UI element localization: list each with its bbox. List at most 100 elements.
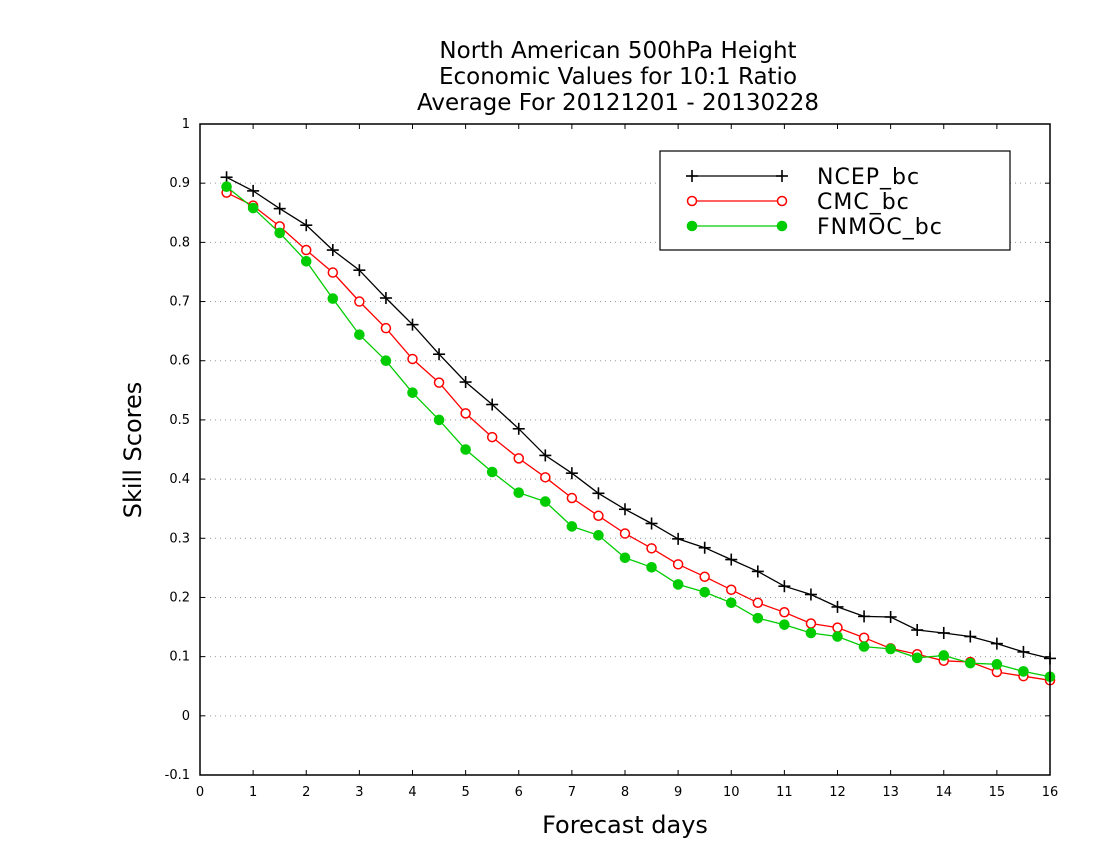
y-axis-label: Skill Scores [119,382,147,519]
data-point [725,553,738,566]
data-point [858,641,870,652]
data-point [512,422,525,435]
data-point [991,659,1003,670]
y-tick-label: 0.4 [169,472,190,487]
grid-lines [200,182,1050,717]
series-FNMOC_bc [221,181,1056,683]
axis-ticks: -0.100.10.20.30.40.50.60.70.80.910 1 2 3 4 5 6… [165,117,1059,800]
x-tick-label: 1 [249,785,257,800]
legend-label: FNMOC_bc [817,215,943,240]
legend-label: CMC_bc [817,190,910,215]
data-point [327,267,339,278]
data-point [221,181,232,193]
data-point [486,398,499,411]
data-point [858,632,870,643]
data-point [300,219,313,232]
y-tick-label: 0.1 [169,650,190,665]
data-point [672,579,684,590]
data-point [646,561,657,573]
chart-title-line: Economic Values for 10:1 Ratio [439,64,797,90]
data-point [619,552,631,564]
data-point [884,610,897,623]
data-point [832,631,843,642]
y-tick-label: 0.5 [169,413,190,428]
data-point [779,619,790,630]
y-tick-label: 0.2 [169,590,190,605]
data-point [540,472,551,483]
data-point [885,643,896,655]
data-point [645,517,658,530]
data-point [726,584,737,596]
data-point [513,453,524,464]
series-CMC_bc [221,187,1056,686]
y-tick-label: 0.7 [169,295,190,310]
data-point [433,414,445,426]
data-point [1017,645,1030,658]
legend-entry: NCEP_bc [686,165,920,190]
data-point [565,467,578,480]
x-tick-label: 11 [776,785,793,800]
data-point [566,521,578,532]
data-point [301,244,312,256]
data-point [273,202,286,215]
data-point [725,597,737,609]
data-point [247,184,260,197]
data-point [938,650,950,661]
series-line [226,176,1051,660]
data-point [539,449,552,462]
x-tick-label: 14 [935,785,952,800]
data-point [831,600,844,613]
y-tick-label: 0.6 [169,354,190,369]
x-tick-label: 2 [302,785,310,800]
data-point [832,622,843,633]
data-point [459,376,472,389]
x-tick-label: 4 [408,785,416,800]
data-point [965,657,976,669]
data-point [407,353,418,365]
data-point [751,565,764,578]
x-tick-label: 3 [355,785,363,800]
data-point [407,387,418,398]
data-point [858,610,871,623]
data-point [593,530,604,541]
y-tick-label: 0.9 [169,176,190,191]
data-point [698,541,711,554]
data-point [460,444,471,455]
y-tick-label: -0.1 [165,768,190,783]
x-tick-label: 0 [196,785,204,800]
data-point [805,618,817,629]
data-point [937,626,950,639]
data-point [247,202,259,214]
data-point [486,431,498,443]
legend-marker [776,220,788,232]
data-point [354,329,365,340]
x-axis-label: Forecast days [542,811,708,839]
data-point [752,612,764,624]
data-point [593,510,604,522]
legend-marker [686,195,698,207]
x-tick-label: 12 [829,785,846,800]
y-tick-label: 0.3 [169,531,190,546]
data-point [220,171,233,184]
x-tick-label: 13 [882,785,899,800]
data-point [779,607,790,618]
x-tick-label: 10 [723,785,740,800]
x-tick-label: 16 [1042,785,1059,800]
data-point [433,348,446,361]
series-line [226,186,1051,678]
y-tick-label: 0.8 [169,235,190,250]
chart-title-line: North American 500hPa Height [439,38,796,64]
plot-frame [199,123,1051,776]
data-point [327,293,339,304]
data-point [274,227,285,239]
data-point [752,597,764,609]
legend-marker [686,170,698,182]
legend-entry: FNMOC_bc [686,215,943,240]
legend-label: NCEP_bc [817,165,920,190]
series-line [226,192,1051,681]
legend-marker [776,170,788,182]
legend-marker [686,220,698,232]
